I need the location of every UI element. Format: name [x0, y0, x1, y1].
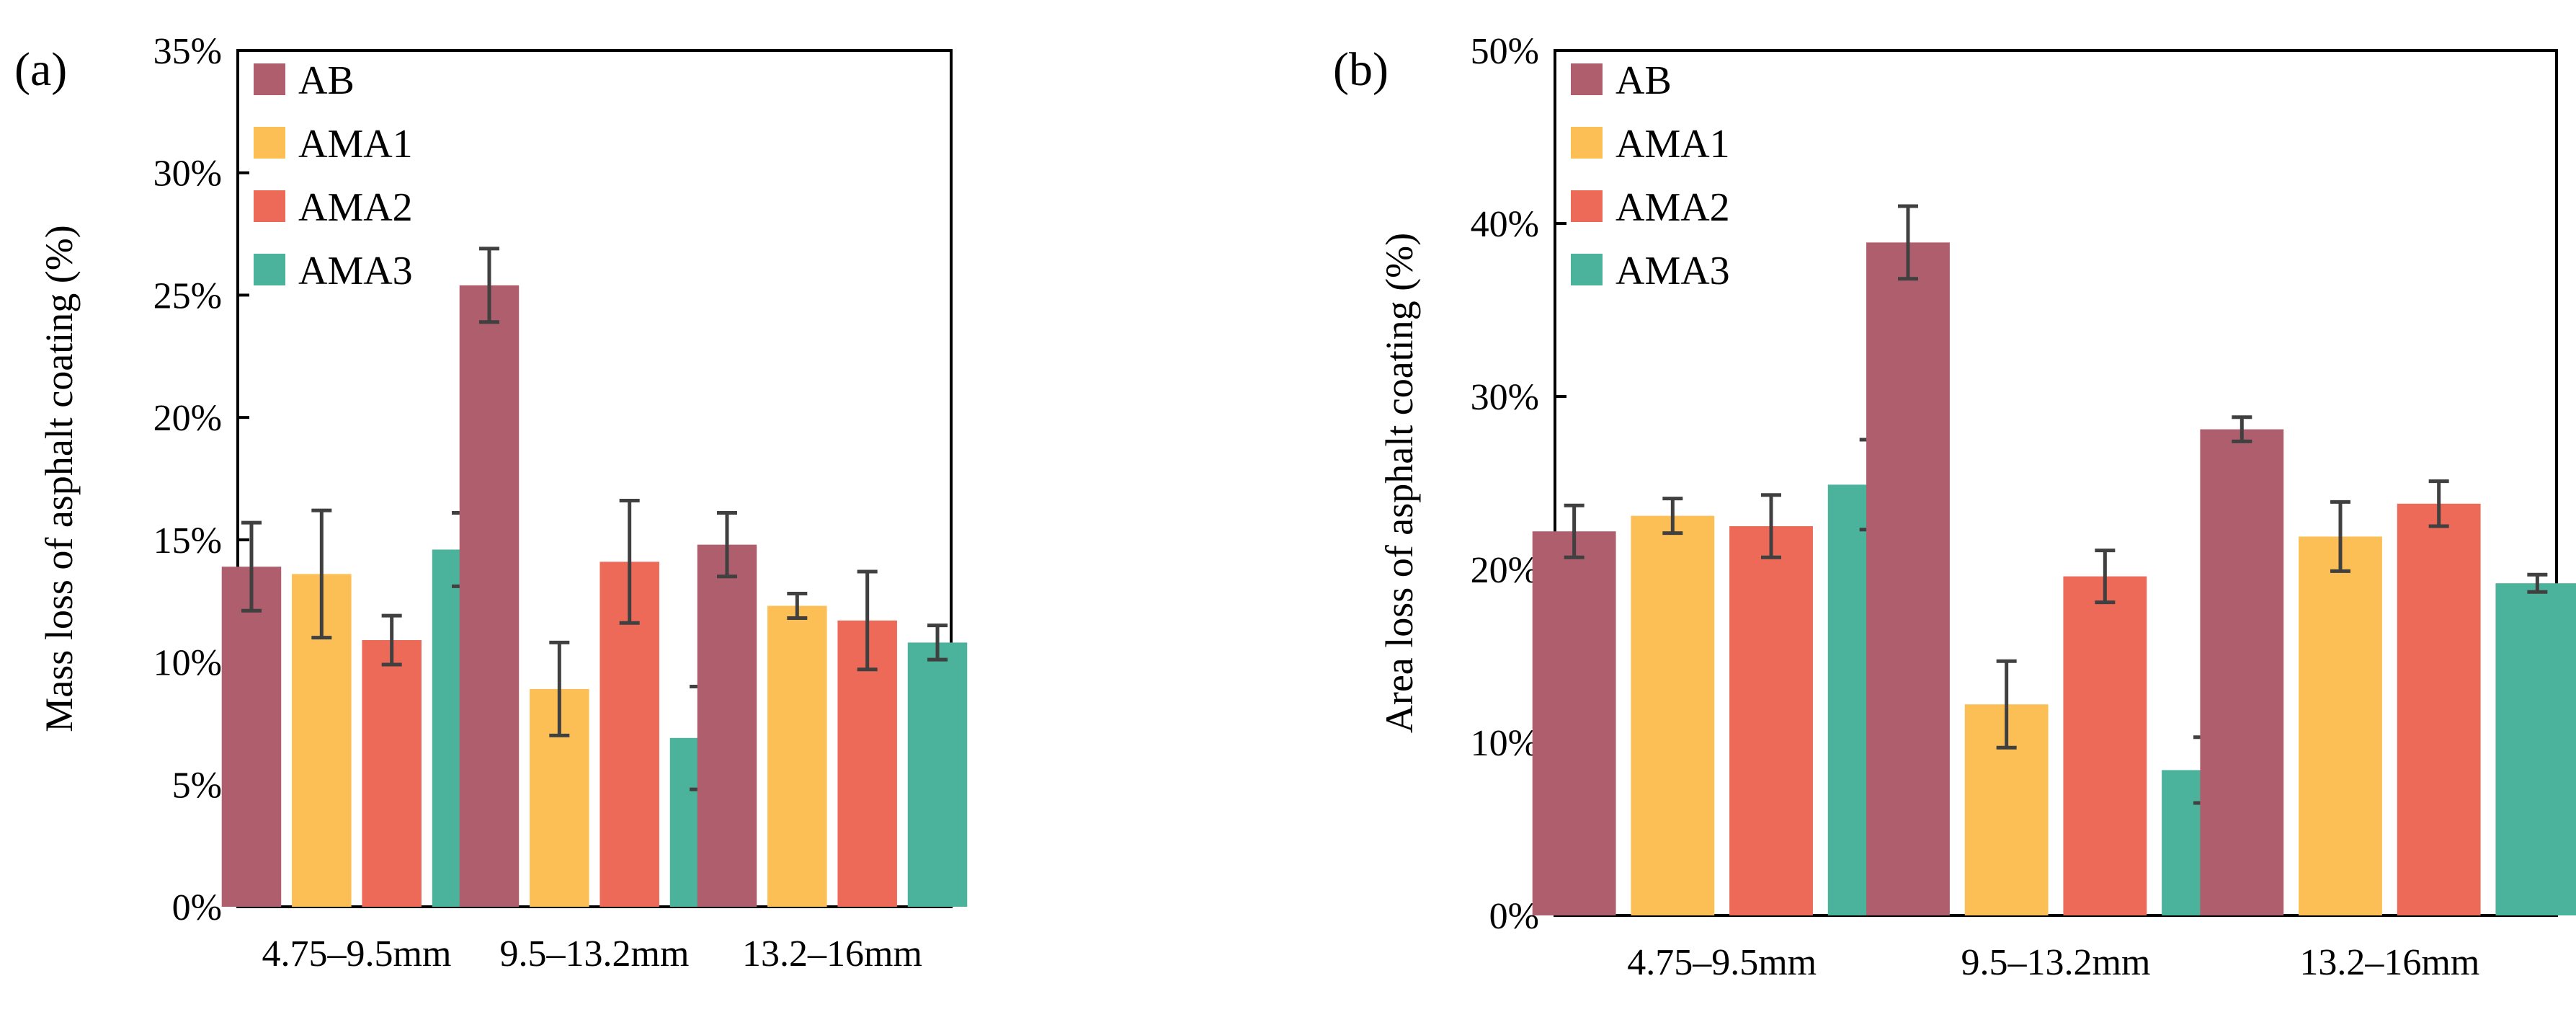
a-error-bar-ab-1 — [241, 520, 262, 613]
a-error-bar-ama2-1 — [381, 613, 402, 667]
a-error-bar-ama2-3 — [857, 569, 878, 672]
b-error-bar-ab-1 — [1564, 503, 1585, 559]
b-bar-ama2-1 — [1729, 526, 1813, 915]
b-y-tick-label: 20% — [1471, 550, 1539, 591]
b-legend-swatch-ama1 — [1571, 127, 1603, 159]
a-y-tick-label: 30% — [153, 154, 222, 195]
a-error-bar-ama1-3 — [787, 592, 808, 620]
b-error-bar-ab-2 — [1897, 204, 1918, 281]
b-bar-ama2-2 — [2063, 576, 2147, 915]
a-plot-frame — [236, 49, 953, 908]
b-bar-ama2-3 — [2397, 503, 2481, 915]
b-bar-ama3-3 — [2495, 583, 2576, 915]
a-x-tick-label: 4.75–9.5mm — [262, 933, 452, 975]
a-bar-ab-3 — [697, 544, 757, 907]
b-bar-ab-1 — [1532, 531, 1616, 915]
b-legend-label-ab: AB — [1615, 58, 1672, 103]
b-legend-swatch-ama2 — [1571, 190, 1603, 222]
b-y-tick-label: 40% — [1471, 204, 1539, 245]
b-bar-ab-3 — [2200, 429, 2284, 915]
b-legend-label-ama1: AMA1 — [1615, 122, 1730, 167]
b-plot-frame — [1554, 49, 2558, 917]
a-bar-ama2-1 — [362, 640, 422, 907]
b-legend-swatch-ama3 — [1571, 254, 1603, 285]
a-bar-ab-1 — [221, 567, 282, 907]
a-y-tick-label: 0% — [172, 887, 222, 928]
b-error-bar-ama1-3 — [2330, 500, 2350, 573]
panel-b-area-loss-chart: (b) 0% 10% 20% 30% 40% 50% Area loss of asphalt… — [1333, 31, 2576, 983]
a-error-bar-ab-3 — [716, 511, 737, 579]
b-legend-label-ama3: AMA3 — [1615, 249, 1730, 293]
b-error-bar-ama2-1 — [1761, 493, 1782, 559]
a-error-bar-ama1-1 — [311, 508, 332, 640]
b-bar-ama1-3 — [2299, 536, 2382, 915]
a-error-bar-ama3-3 — [927, 623, 948, 662]
a-y-axis-title: Mass loss of asphalt coating (%) — [37, 225, 81, 732]
b-error-bar-ama2-2 — [2095, 549, 2116, 605]
b-bar-ab-2 — [1866, 242, 1950, 915]
a-y-tick-label: 5% — [172, 765, 222, 806]
b-error-bar-ab-3 — [2232, 415, 2252, 443]
b-y-tick-label: 10% — [1471, 723, 1539, 764]
a-y-tick-label: 25% — [153, 275, 222, 316]
a-legend-swatch-ama3 — [254, 254, 285, 285]
b-error-bar-ama3-3 — [2527, 572, 2548, 594]
a-legend-swatch-ama2 — [254, 190, 285, 222]
a-y-tick-label: 10% — [153, 643, 222, 684]
a-y-tick-label: 20% — [153, 398, 222, 439]
a-y-tick-label: 15% — [153, 520, 222, 562]
a-bar-ama3-3 — [907, 642, 968, 907]
b-y-tick-label: 50% — [1471, 31, 1539, 72]
b-error-bar-ama1-2 — [1996, 659, 2017, 750]
b-x-tick-label: 4.75–9.5mm — [1627, 942, 1817, 983]
b-y-tick-label: 0% — [1489, 896, 1539, 937]
a-bar-ama1-3 — [767, 605, 827, 907]
b-y-axis-title: Area loss of asphalt coating (%) — [1378, 233, 1421, 733]
a-error-bar-ama2-2 — [619, 499, 640, 625]
a-error-bar-ama1-2 — [549, 640, 570, 737]
a-bar-ab-2 — [459, 285, 520, 907]
a-legend-swatch-ama1 — [254, 127, 285, 159]
a-y-tick-label: 35% — [153, 31, 222, 72]
a-legend: AB AMA1 AMA2 AMA3 — [254, 58, 413, 293]
a-legend-label-ama1: AMA1 — [298, 122, 413, 167]
b-x-tick-label: 13.2–16mm — [2299, 942, 2479, 983]
a-error-bar-ab-2 — [478, 247, 499, 324]
a-panel-label: (a) — [14, 43, 67, 96]
b-panel-label: (b) — [1333, 43, 1389, 96]
a-x-tick-label: 13.2–16mm — [742, 933, 922, 975]
b-y-tick-label: 30% — [1471, 377, 1539, 418]
b-legend-label-ama2: AMA2 — [1615, 185, 1730, 230]
a-legend-label-ab: AB — [298, 58, 355, 103]
b-x-tick-label: 9.5–13.2mm — [1961, 942, 2151, 983]
a-x-tick-label: 9.5–13.2mm — [500, 933, 690, 975]
b-legend-swatch-ab — [1571, 63, 1603, 95]
b-bar-ama1-1 — [1631, 515, 1715, 915]
panel-a-mass-loss-chart: (a) 0% 5% 10% 15% 20% 25% 30% 35% Mass loss of as… — [14, 31, 968, 975]
a-legend-label-ama2: AMA2 — [298, 185, 413, 230]
b-error-bar-ama2-3 — [2428, 479, 2449, 528]
b-error-bar-ama1-1 — [1662, 497, 1683, 536]
a-legend-swatch-ab — [254, 63, 285, 95]
a-legend-label-ama3: AMA3 — [298, 249, 413, 293]
b-legend: AB AMA1 AMA2 AMA3 — [1571, 58, 1730, 293]
